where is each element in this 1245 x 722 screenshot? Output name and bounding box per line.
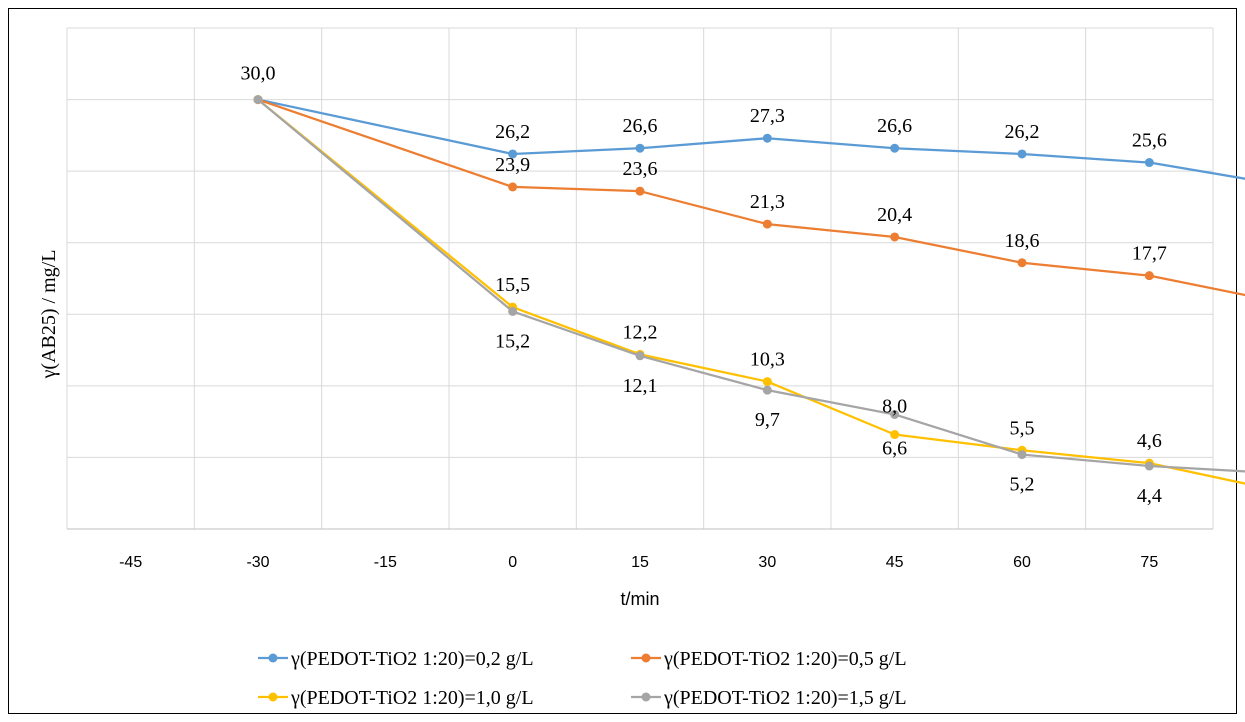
legend-swatch-marker <box>268 653 278 663</box>
legend-swatch-marker <box>641 692 651 702</box>
series-line <box>257 98 1245 297</box>
data-point <box>635 143 645 153</box>
data-label: 5,5 <box>1010 417 1035 439</box>
legend-label: γ(PEDOT-TiO2 1:20)=1,0 g/L <box>290 687 534 709</box>
data-point <box>508 149 518 159</box>
legend-item: γ(PEDOT-TiO2 1:20)=0,2 g/L <box>258 648 534 670</box>
x-axis-title: t/min <box>620 589 659 609</box>
legend-item: γ(PEDOT-TiO2 1:20)=1,0 g/L <box>258 687 534 709</box>
legend-item: γ(PEDOT-TiO2 1:20)=1,5 g/L <box>631 687 907 709</box>
data-label: 25,6 <box>1132 130 1167 152</box>
series-line <box>257 98 1245 485</box>
data-point <box>762 219 772 229</box>
data-label: 21,3 <box>750 191 785 213</box>
legend: γ(PEDOT-TiO2 1:20)=0,2 g/L γ(PEDOT-TiO2 1… <box>258 648 907 709</box>
chart-frame <box>8 8 1237 714</box>
x-tick-label: 30 <box>758 554 776 571</box>
series-line <box>257 98 1245 473</box>
data-label: 18,6 <box>1005 230 1040 252</box>
series-line <box>257 98 1245 180</box>
legend-swatch-marker <box>641 653 651 663</box>
data-point <box>635 186 645 196</box>
data-label: 26,6 <box>877 115 912 137</box>
data-label: 23,6 <box>623 158 658 180</box>
data-label: 17,7 <box>1132 243 1167 265</box>
x-tick-label: 45 <box>886 554 904 571</box>
data-label: 23,9 <box>495 154 530 176</box>
x-tick-label: -30 <box>246 554 269 571</box>
data-label: 5,2 <box>1010 474 1035 496</box>
legend-label: γ(PEDOT-TiO2 1:20)=0,5 g/L <box>663 648 907 670</box>
data-label: 12,1 <box>623 375 658 397</box>
data-label: 12,2 <box>623 321 658 343</box>
x-tick-label: 75 <box>1140 554 1158 571</box>
data-point <box>1144 271 1154 281</box>
x-tick-label: -15 <box>374 554 397 571</box>
data-point <box>890 143 900 153</box>
data-label: 10,3 <box>750 349 785 371</box>
data-label: 9,7 <box>755 409 780 431</box>
data-point <box>890 430 900 440</box>
data-label: 8,0 <box>882 395 907 417</box>
data-point <box>635 351 645 361</box>
data-label: 20,4 <box>877 204 912 226</box>
data-point <box>253 95 263 105</box>
x-tick-label: -45 <box>119 554 142 571</box>
x-tick-label: 0 <box>508 554 517 571</box>
data-point <box>508 182 518 192</box>
data-point <box>890 409 900 419</box>
y-axis-title: γ(AB25) / mg/L <box>38 250 60 380</box>
data-label: 26,2 <box>1005 121 1040 143</box>
data-point <box>1017 450 1027 460</box>
data-label: 4,6 <box>1137 430 1162 452</box>
data-label: 6,6 <box>882 438 907 460</box>
data-point <box>1017 258 1027 268</box>
data-point <box>1144 461 1154 471</box>
data-label: 27,3 <box>750 105 785 127</box>
data-point <box>762 133 772 143</box>
x-axis-tick-labels: -45-30-150153045607590 <box>119 554 1158 571</box>
data-point <box>1144 158 1154 168</box>
series-lines <box>253 95 1245 485</box>
data-label: 15,2 <box>495 330 530 352</box>
data-label: 4,4 <box>1137 485 1162 507</box>
data-point <box>762 385 772 395</box>
legend-label: γ(PEDOT-TiO2 1:20)=1,5 g/L <box>663 687 907 709</box>
data-point <box>762 377 772 387</box>
legend-swatch-marker <box>268 692 278 702</box>
data-label: 26,2 <box>495 121 530 143</box>
x-tick-label: 15 <box>631 554 649 571</box>
data-label: 26,6 <box>623 115 658 137</box>
data-label: 30,0 <box>241 63 276 85</box>
x-tick-label: 60 <box>1013 554 1031 571</box>
data-point <box>1017 149 1027 159</box>
data-point <box>890 232 900 242</box>
legend-item: γ(PEDOT-TiO2 1:20)=0,5 g/L <box>631 648 907 670</box>
data-labels: 30,026,226,627,326,626,225,624,123,923,6… <box>241 63 1167 507</box>
legend-label: γ(PEDOT-TiO2 1:20)=0,2 g/L <box>290 648 534 670</box>
data-label: 15,5 <box>495 274 530 296</box>
data-point <box>508 306 518 316</box>
